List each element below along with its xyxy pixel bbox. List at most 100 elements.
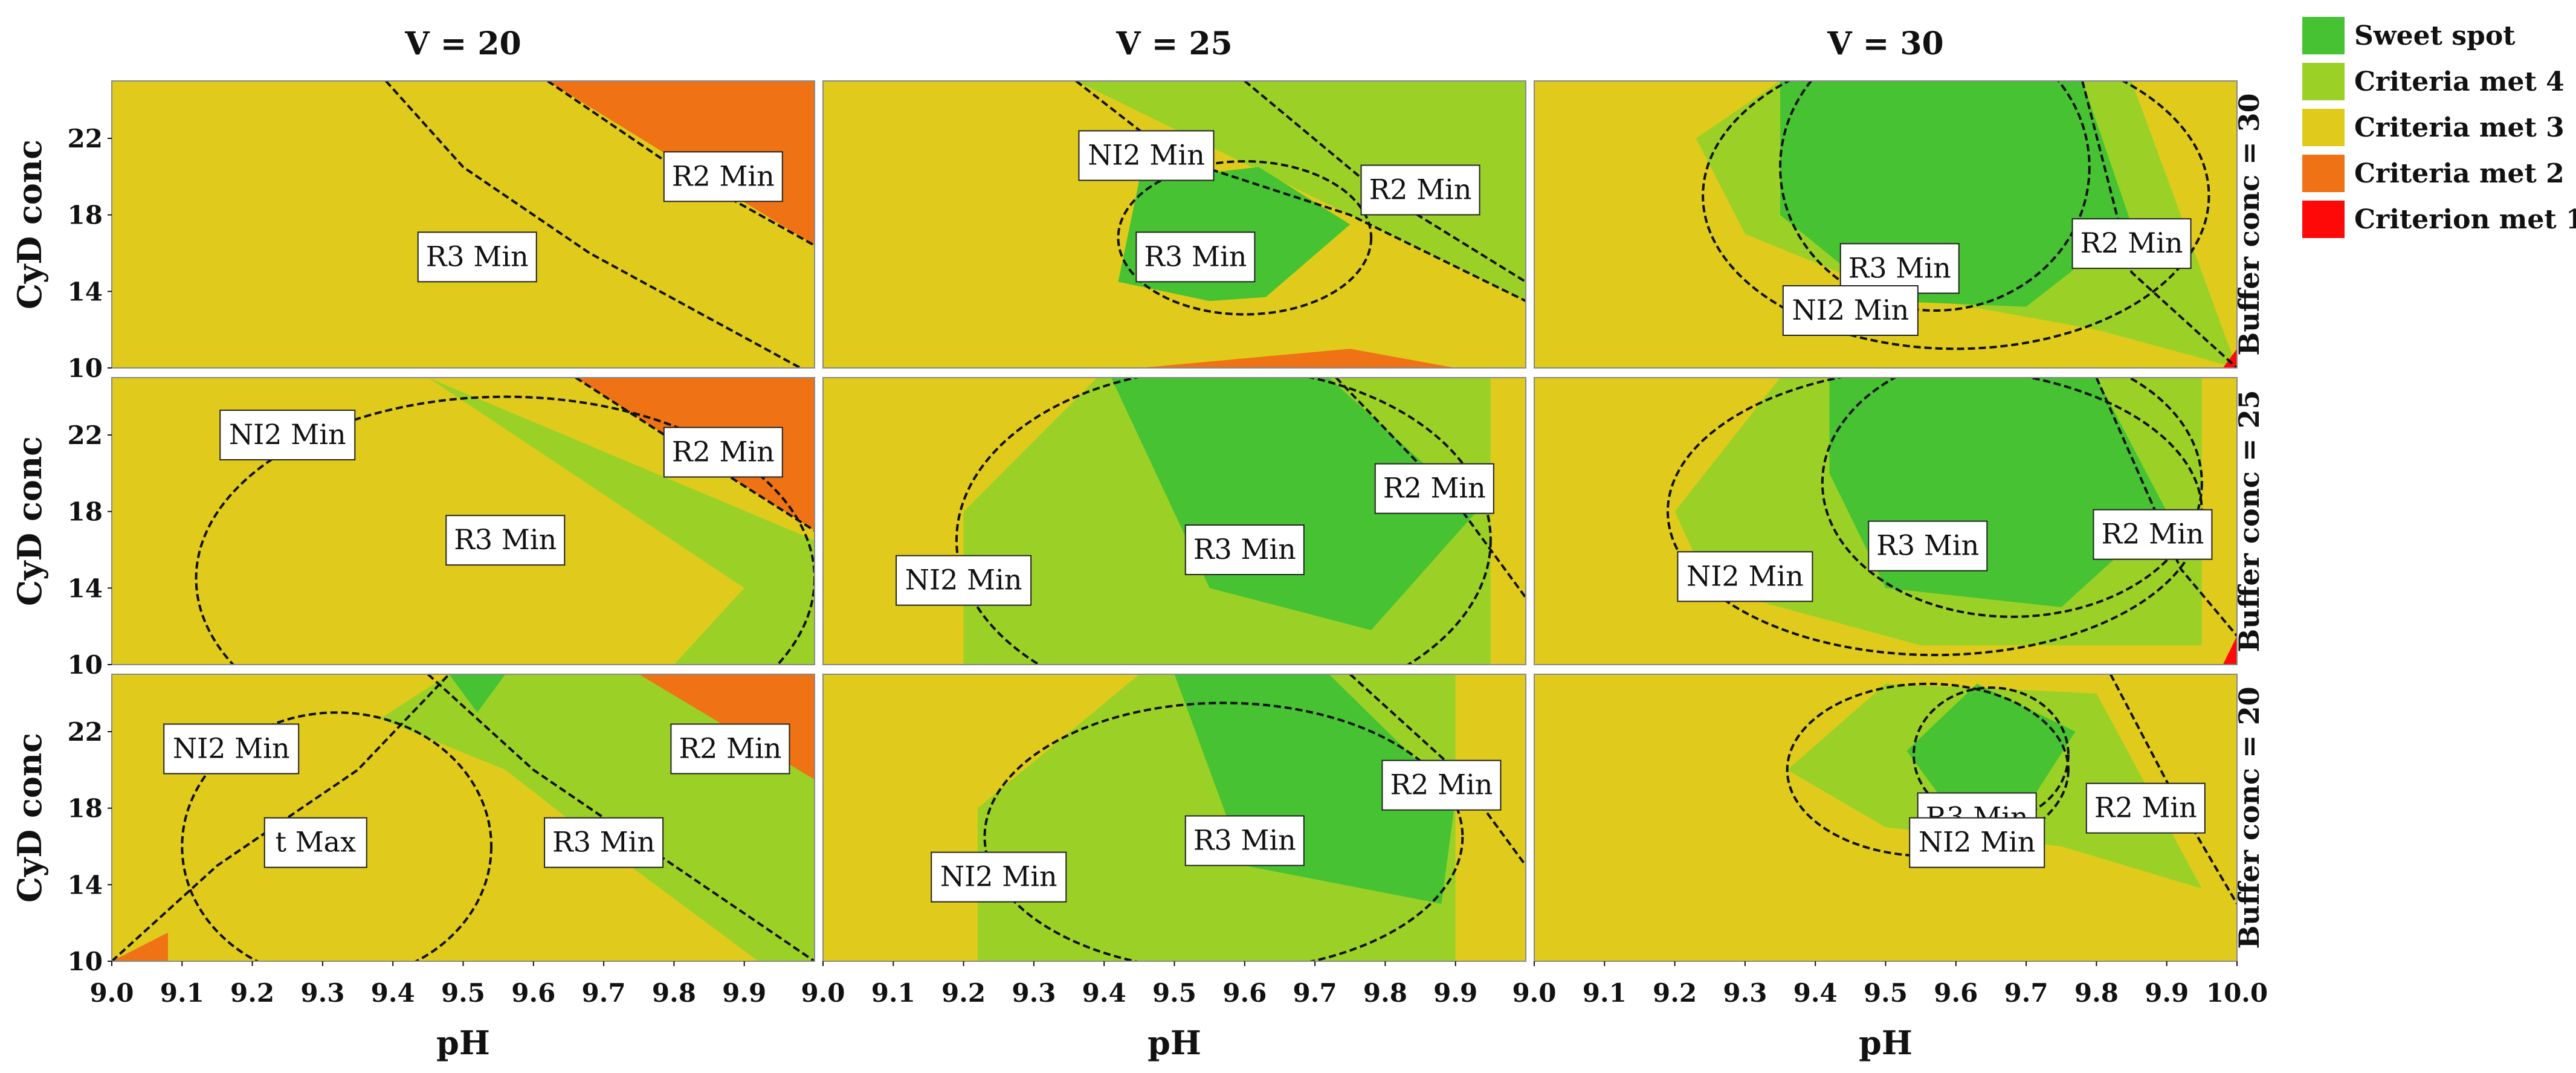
contour-label-text: R2 Min bbox=[672, 160, 775, 192]
contour-label-text: NI2 Min bbox=[1919, 826, 2036, 859]
contour-label-text: NI2 Min bbox=[1687, 559, 1804, 592]
contour-line bbox=[955, 378, 1492, 665]
contour-label-box bbox=[1135, 231, 1256, 283]
contour-label: R2 Min bbox=[1381, 759, 1502, 811]
column-title: V = 20 bbox=[404, 25, 521, 62]
contour-label-box bbox=[1839, 243, 1960, 294]
x-tick-label: 9.7 bbox=[1293, 978, 1337, 1008]
y-tick-label: 18 bbox=[68, 794, 103, 823]
x-tick-label: 9.3 bbox=[300, 978, 344, 1008]
x-tick-label: 9.7 bbox=[2004, 978, 2048, 1008]
panel-r0-c0 bbox=[112, 81, 815, 368]
y-tick-label: 22 bbox=[68, 420, 103, 450]
contour-label: R3 Min bbox=[544, 817, 664, 868]
criteria-region bbox=[1906, 683, 2076, 818]
criteria-region bbox=[2223, 636, 2237, 665]
column-title: V = 30 bbox=[1827, 25, 1944, 62]
contour-line bbox=[1075, 81, 1526, 302]
contour-label-text: R3 Min bbox=[1144, 240, 1247, 272]
y-axis-label: CyD conc bbox=[10, 733, 49, 903]
criteria-region bbox=[449, 674, 506, 713]
legend-item: Criteria met 3 bbox=[2302, 109, 2565, 146]
contour-label-box bbox=[1782, 285, 1919, 336]
x-tick-label: 9.8 bbox=[2074, 978, 2119, 1008]
contour-label: R3 Min bbox=[1839, 243, 1960, 294]
contour-label-box bbox=[219, 410, 356, 460]
contour-label: R3 Min bbox=[1184, 815, 1305, 866]
contour-label-box bbox=[1184, 815, 1305, 866]
contour-label-text: R3 Min bbox=[1193, 824, 1296, 857]
y-axis-label: CyD conc bbox=[10, 436, 49, 606]
contour-label: R2 Min bbox=[2093, 509, 2213, 560]
y-tick-label: 22 bbox=[68, 717, 103, 747]
contour-label-box bbox=[1184, 524, 1305, 575]
panel-border bbox=[111, 377, 815, 665]
contour-label: NI2 Min bbox=[1677, 551, 1813, 602]
contour-label-text: R2 Min bbox=[1383, 472, 1486, 504]
legend-swatch bbox=[2302, 17, 2345, 54]
criteria-region bbox=[1139, 349, 1456, 368]
x-tick-label: 9.4 bbox=[371, 978, 415, 1008]
contour-label-box bbox=[2071, 218, 2192, 269]
legend-swatch bbox=[2302, 109, 2345, 146]
x-tick-label: 9.3 bbox=[1723, 978, 1767, 1008]
contour-label-box bbox=[1677, 551, 1813, 602]
panel-grid: R2 Min R3 Min NI2 Min R2 Min R3 Min R3 Min NI2… bbox=[111, 80, 2238, 962]
legend-swatch bbox=[2302, 201, 2345, 238]
contour-label-text: R3 Min bbox=[552, 826, 655, 859]
x-tick-label: 9.1 bbox=[871, 978, 915, 1008]
contour-label: R2 Min bbox=[663, 151, 783, 202]
contour-label-box bbox=[896, 555, 1032, 606]
x-tick-label: 9.6 bbox=[1934, 978, 1978, 1008]
y-tick-label: 22 bbox=[68, 124, 103, 153]
panel-border bbox=[111, 80, 815, 369]
x-tick-label: 9.4 bbox=[1082, 978, 1126, 1008]
x-tick-label: 9.2 bbox=[230, 978, 274, 1008]
x-tick-label: 9.0 bbox=[89, 978, 134, 1008]
contour-label-box bbox=[1909, 817, 2045, 868]
x-tick-label: 9.0 bbox=[1512, 978, 1556, 1008]
legend-item: Criteria met 4 bbox=[2302, 63, 2565, 100]
x-tick-label: 9.0 bbox=[801, 978, 845, 1008]
contour-label: R2 Min bbox=[1374, 463, 1494, 514]
x-tick-label: 9.4 bbox=[1793, 978, 1838, 1008]
contour-label-text: t Max bbox=[275, 826, 356, 859]
contour-label-box bbox=[931, 851, 1067, 903]
criteria-region bbox=[112, 932, 168, 961]
contour-label-box bbox=[670, 723, 790, 775]
contour-line bbox=[195, 395, 815, 665]
y-tick-label: 10 bbox=[68, 650, 103, 680]
contour-label-box bbox=[2085, 782, 2206, 834]
contour-label: R3 Min bbox=[417, 231, 537, 283]
x-tick-label: 9.2 bbox=[1653, 978, 1697, 1008]
contour-label: R3 Min bbox=[1868, 520, 1988, 572]
contour-label-box bbox=[1374, 463, 1494, 514]
x-tick-label: 9.8 bbox=[652, 978, 696, 1008]
y-tick-label: 10 bbox=[68, 353, 103, 383]
contour-label-text: R2 Min bbox=[2094, 791, 2197, 824]
legend-label: Criteria met 3 bbox=[2354, 112, 2565, 143]
contour-label-text: R3 Min bbox=[1876, 529, 1979, 562]
contour-line bbox=[427, 674, 815, 961]
contour-label-box bbox=[263, 817, 367, 868]
contour-label: t Max bbox=[263, 817, 367, 868]
x-tick-label: 9.7 bbox=[582, 978, 626, 1008]
x-tick-label: 9.1 bbox=[160, 978, 204, 1008]
y-tick-label: 10 bbox=[68, 947, 103, 976]
panel-r2-c1 bbox=[823, 674, 1526, 961]
y-tick-label: 14 bbox=[68, 870, 103, 900]
x-tick-label: 9.5 bbox=[1152, 978, 1196, 1008]
contour-label-box bbox=[417, 231, 537, 283]
legend-swatch bbox=[2302, 63, 2345, 100]
contour-line bbox=[983, 701, 1464, 961]
y-tick-label: 14 bbox=[68, 573, 103, 603]
x-axis-label: pH bbox=[1859, 1023, 1913, 1062]
contour-line bbox=[2095, 378, 2237, 637]
contour-label-box bbox=[445, 515, 566, 566]
contour-label-box bbox=[1078, 130, 1215, 181]
x-tick-label: 9.1 bbox=[1583, 978, 1627, 1008]
contour-label: NI2 Min bbox=[931, 851, 1067, 903]
legend-item: Criteria met 2 bbox=[2302, 155, 2565, 192]
contour-label: NI2 Min bbox=[163, 723, 300, 775]
contour-label: NI2 Min bbox=[1909, 817, 2045, 868]
